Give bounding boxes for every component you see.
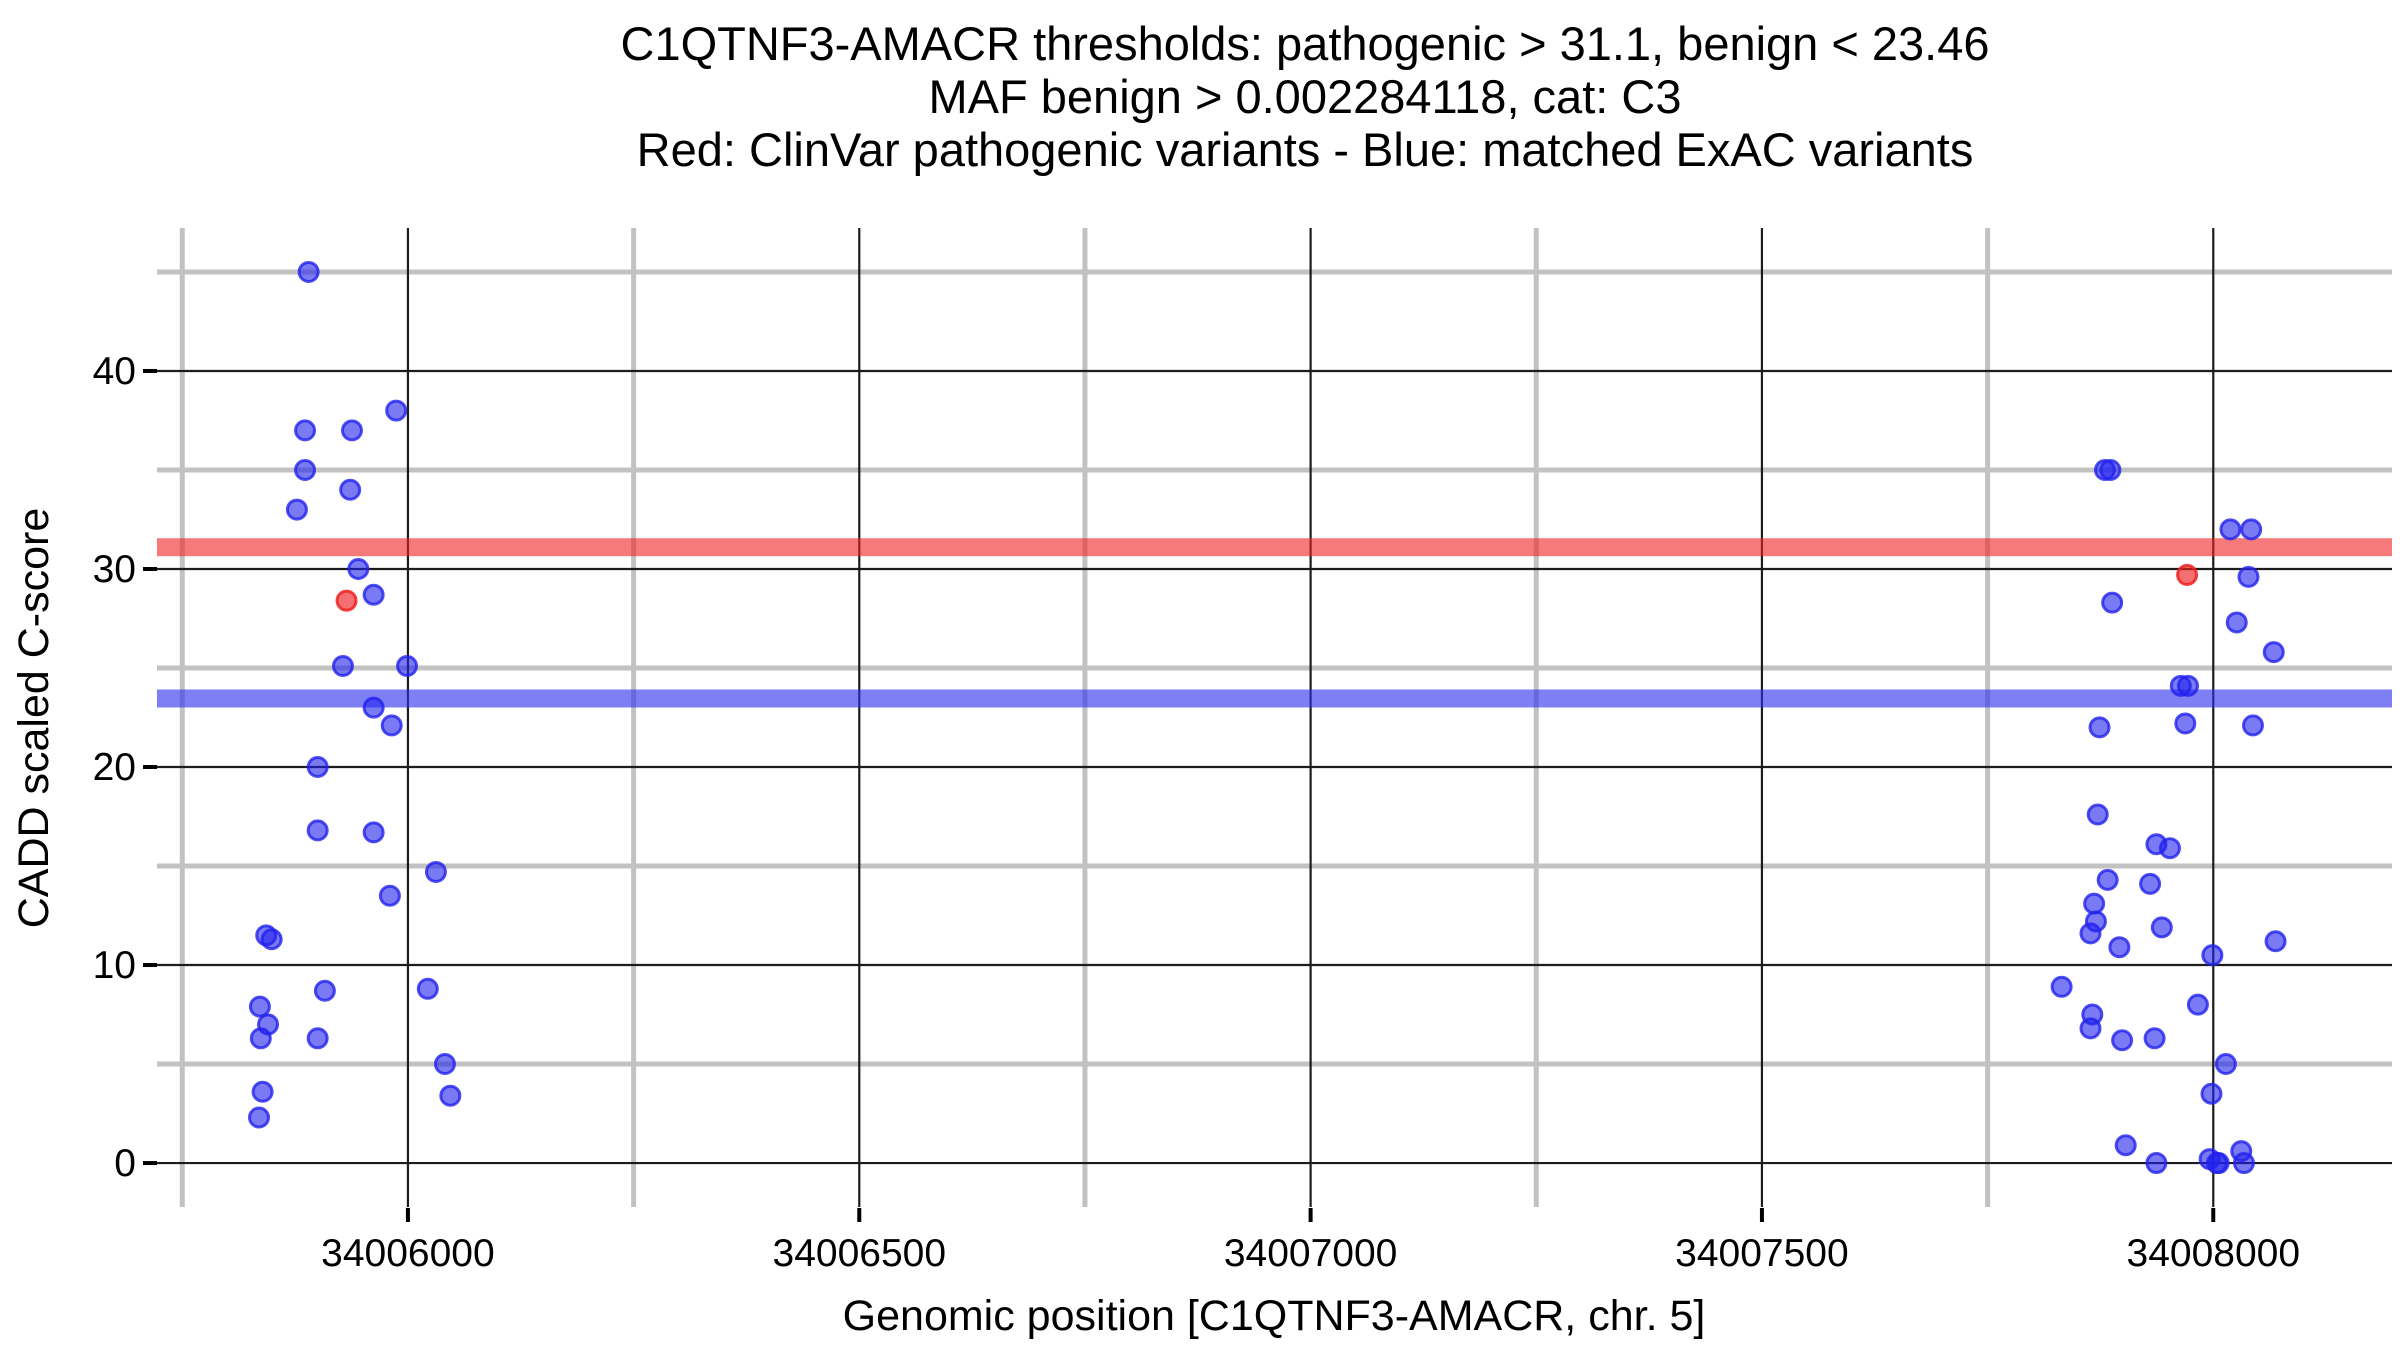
data-point-blue <box>2079 1017 2102 1040</box>
data-point-blue <box>339 478 362 501</box>
data-point-blue <box>362 583 385 606</box>
data-point-blue <box>2241 714 2264 737</box>
data-point-blue <box>2262 641 2285 664</box>
data-point-blue <box>2214 1053 2237 1076</box>
chart-title: C1QTNF3-AMACR thresholds: pathogenic > 3… <box>621 17 1990 176</box>
x-tick-label: 34007500 <box>1675 1232 1849 1275</box>
y-tick-label: 40 <box>93 350 136 393</box>
data-point-blue <box>285 498 308 521</box>
data-point-blue <box>2176 674 2199 697</box>
x-tick-label: 34006000 <box>321 1232 495 1275</box>
data-point-blue <box>2264 930 2287 953</box>
data-point-blue <box>2174 712 2197 735</box>
data-point-blue <box>2200 1082 2223 1105</box>
data-point-blue <box>260 928 283 951</box>
x-tick-label: 34007000 <box>1224 1232 1398 1275</box>
data-point-blue <box>2088 716 2111 739</box>
data-point-blue <box>2232 1152 2255 1175</box>
title-line-1: C1QTNF3-AMACR thresholds: pathogenic > 3… <box>621 17 1990 70</box>
threshold-bands <box>157 538 2392 708</box>
data-point-blue <box>2096 868 2119 891</box>
data-point-blue <box>396 655 419 678</box>
data-point-blue <box>306 1027 329 1050</box>
data-point-blue <box>2158 837 2181 860</box>
data-point-blue <box>2101 591 2124 614</box>
data-point-red <box>2176 563 2199 586</box>
axis-tick-labels: 34006000 34006500 34007000 34007500 34008000… <box>93 350 2300 1275</box>
y-tick-label: 30 <box>93 548 136 591</box>
data-point-red <box>335 589 358 612</box>
x-axis-title: Genomic position [C1QTNF3-AMACR, chr. 5] <box>843 1292 1706 1340</box>
data-point-blue <box>248 1106 271 1129</box>
data-point-blue <box>362 696 385 719</box>
data-point-blue <box>2086 803 2109 826</box>
data-points <box>248 260 2287 1175</box>
data-point-blue <box>439 1084 462 1107</box>
data-point-blue <box>2114 1134 2137 1157</box>
data-point-blue <box>2079 922 2102 945</box>
y-tick-label: 10 <box>93 944 136 987</box>
data-point-blue <box>2207 1152 2230 1175</box>
data-point-blue <box>2143 1027 2166 1050</box>
y-tick-label: 0 <box>114 1142 136 1185</box>
data-point-blue <box>248 995 271 1018</box>
data-point-blue <box>2150 916 2173 939</box>
data-point-blue <box>433 1053 456 1076</box>
data-point-blue <box>297 260 320 283</box>
data-point-blue <box>2201 944 2224 967</box>
threshold-band-pathogenic <box>157 538 2392 557</box>
data-point-blue <box>2139 872 2162 895</box>
gridlines-minor <box>157 228 2392 1207</box>
data-point-blue <box>416 977 439 1000</box>
data-point-blue <box>362 821 385 844</box>
data-point-blue <box>2219 518 2242 541</box>
data-point-blue <box>340 419 363 442</box>
data-point-blue <box>2225 611 2248 634</box>
x-tick-label: 34006500 <box>773 1232 947 1275</box>
data-point-blue <box>294 419 317 442</box>
data-point-blue <box>378 884 401 907</box>
title-line-3: Red: ClinVar pathogenic variants - Blue:… <box>637 123 1974 176</box>
data-point-blue <box>306 756 329 779</box>
y-tick-label: 20 <box>93 746 136 789</box>
data-point-blue <box>2186 993 2209 1016</box>
data-point-blue <box>2240 518 2263 541</box>
data-point-blue <box>313 979 336 1002</box>
data-point-blue <box>424 860 447 883</box>
data-point-blue <box>2083 892 2106 915</box>
data-point-blue <box>2111 1029 2134 1052</box>
data-point-blue <box>2237 565 2260 588</box>
data-point-blue <box>251 1080 274 1103</box>
data-point-blue <box>249 1027 272 1050</box>
data-point-blue <box>380 714 403 737</box>
threshold-band-benign <box>157 689 2392 708</box>
data-point-blue <box>306 819 329 842</box>
data-point-blue <box>2108 936 2131 959</box>
gridlines-major <box>157 228 2392 1207</box>
data-point-blue <box>2050 975 2073 998</box>
x-tick-label: 34008000 <box>2127 1232 2301 1275</box>
axis-tick-marks <box>143 368 2216 1222</box>
data-point-blue <box>347 557 370 580</box>
data-point-blue <box>2099 458 2122 481</box>
title-line-2: MAF benign > 0.002284118, cat: C3 <box>929 70 1682 123</box>
data-point-blue <box>2145 1152 2168 1175</box>
data-point-blue <box>385 399 408 422</box>
y-axis-title: CADD scaled C-score <box>10 508 58 929</box>
data-point-blue <box>294 458 317 481</box>
data-point-blue <box>331 655 354 678</box>
